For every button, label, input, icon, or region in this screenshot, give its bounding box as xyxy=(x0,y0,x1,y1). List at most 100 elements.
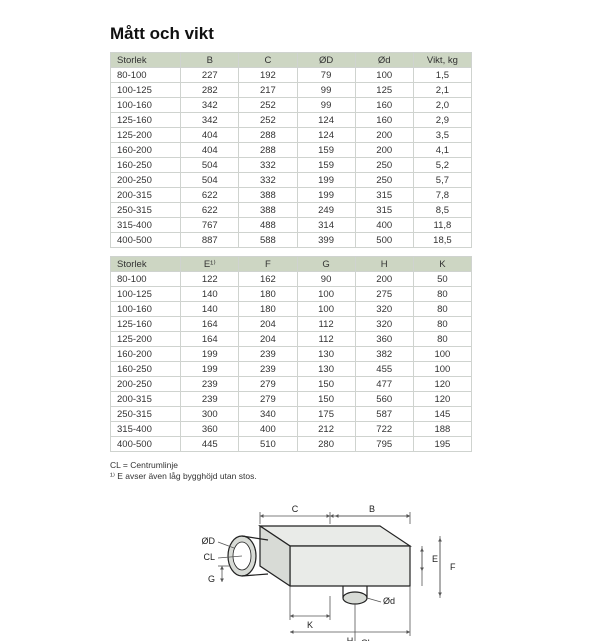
table-cell: 100 xyxy=(413,362,471,377)
table-cell: 288 xyxy=(239,128,297,143)
col-header: H xyxy=(355,257,413,272)
table-cell: 250-315 xyxy=(111,407,181,422)
table-cell: 217 xyxy=(239,83,297,98)
table-cell: 130 xyxy=(297,362,355,377)
table-cell: 100 xyxy=(297,287,355,302)
table-cell: 188 xyxy=(413,422,471,437)
table-row: 125-1603422521241602,9 xyxy=(111,113,472,128)
table-cell: 587 xyxy=(355,407,413,422)
table-cell: 795 xyxy=(355,437,413,452)
table-cell: 18,5 xyxy=(413,233,471,248)
table-cell: 112 xyxy=(297,332,355,347)
table-cell: 100 xyxy=(297,302,355,317)
svg-text:F: F xyxy=(450,562,456,572)
svg-text:H: H xyxy=(347,636,354,641)
table-cell: 162 xyxy=(239,272,297,287)
table-row: 80-1001221629020050 xyxy=(111,272,472,287)
table-cell: 360 xyxy=(355,332,413,347)
table-cell: 315 xyxy=(355,203,413,218)
table-cell: 199 xyxy=(297,173,355,188)
table-cell: 252 xyxy=(239,113,297,128)
table-cell: 382 xyxy=(355,347,413,362)
table-cell: 140 xyxy=(181,287,239,302)
table-cell: 200 xyxy=(355,143,413,158)
table-cell: 212 xyxy=(297,422,355,437)
table-cell: 400-500 xyxy=(111,233,181,248)
table-cell: 315-400 xyxy=(111,422,181,437)
svg-text:K: K xyxy=(307,620,313,630)
table-cell: 280 xyxy=(297,437,355,452)
table-row: 200-250239279150477120 xyxy=(111,377,472,392)
table-cell: 125-160 xyxy=(111,317,181,332)
table-row: 160-250199239130455100 xyxy=(111,362,472,377)
table-row: 200-3156223881993157,8 xyxy=(111,188,472,203)
table-cell: 227 xyxy=(181,68,239,83)
table-cell: 404 xyxy=(181,143,239,158)
svg-text:ØD: ØD xyxy=(202,536,216,546)
table-row: 160-2505043321592505,2 xyxy=(111,158,472,173)
table-cell: 5,7 xyxy=(413,173,471,188)
table-cell: 199 xyxy=(181,347,239,362)
col-header: C xyxy=(239,53,297,68)
table-cell: 275 xyxy=(355,287,413,302)
table-cell: 124 xyxy=(297,128,355,143)
table-cell: 239 xyxy=(181,377,239,392)
table-row: 100-125282217991252,1 xyxy=(111,83,472,98)
table-cell: 99 xyxy=(297,83,355,98)
table-cell: 180 xyxy=(239,302,297,317)
svg-text:E: E xyxy=(432,554,438,564)
table-cell: 192 xyxy=(239,68,297,83)
table-cell: 279 xyxy=(239,392,297,407)
table-cell: 79 xyxy=(297,68,355,83)
col-header: Ød xyxy=(355,53,413,68)
table-row: 315-40076748831440011,8 xyxy=(111,218,472,233)
table-cell: 199 xyxy=(297,188,355,203)
col-header: Vikt, kg xyxy=(413,53,471,68)
table-cell: 314 xyxy=(297,218,355,233)
table-cell: 80 xyxy=(413,332,471,347)
table-cell: 50 xyxy=(413,272,471,287)
table-cell: 100-160 xyxy=(111,302,181,317)
table-cell: 99 xyxy=(297,98,355,113)
table-cell: 887 xyxy=(181,233,239,248)
table-cell: 404 xyxy=(181,128,239,143)
table-cell: 160-200 xyxy=(111,347,181,362)
table-cell: 90 xyxy=(297,272,355,287)
table-cell: 100 xyxy=(413,347,471,362)
table-cell: 315-400 xyxy=(111,218,181,233)
table-row: 100-160342252991602,0 xyxy=(111,98,472,113)
table-row: 250-3156223882493158,5 xyxy=(111,203,472,218)
table-row: 200-315239279150560120 xyxy=(111,392,472,407)
table-cell: 180 xyxy=(239,287,297,302)
table-cell: 510 xyxy=(239,437,297,452)
table-row: 100-12514018010027580 xyxy=(111,287,472,302)
table-cell: 320 xyxy=(355,317,413,332)
table-cell: 160-250 xyxy=(111,158,181,173)
table-cell: 488 xyxy=(239,218,297,233)
table-cell: 300 xyxy=(181,407,239,422)
table-cell: 279 xyxy=(239,377,297,392)
table-cell: 112 xyxy=(297,317,355,332)
table-row: 100-16014018010032080 xyxy=(111,302,472,317)
table-cell: 400-500 xyxy=(111,437,181,452)
table-cell: 120 xyxy=(413,392,471,407)
table-cell: 455 xyxy=(355,362,413,377)
table-cell: 80 xyxy=(413,317,471,332)
table-cell: 100-125 xyxy=(111,287,181,302)
table-cell: 504 xyxy=(181,173,239,188)
table-cell: 315 xyxy=(355,188,413,203)
col-header: E¹⁾ xyxy=(181,257,239,272)
table-cell: 100-125 xyxy=(111,83,181,98)
table-cell: 160 xyxy=(355,98,413,113)
table-cell: 200-315 xyxy=(111,392,181,407)
table-cell: 120 xyxy=(413,377,471,392)
table-cell: 250-315 xyxy=(111,203,181,218)
svg-text:C: C xyxy=(292,504,299,514)
svg-text:CL: CL xyxy=(361,638,373,641)
col-header: ØD xyxy=(297,53,355,68)
svg-text:G: G xyxy=(208,574,215,584)
table-row: 200-2505043321992505,7 xyxy=(111,173,472,188)
table-cell: 125-200 xyxy=(111,128,181,143)
footnote-cl: CL = Centrumlinje xyxy=(110,460,570,471)
table-cell: 250 xyxy=(355,158,413,173)
